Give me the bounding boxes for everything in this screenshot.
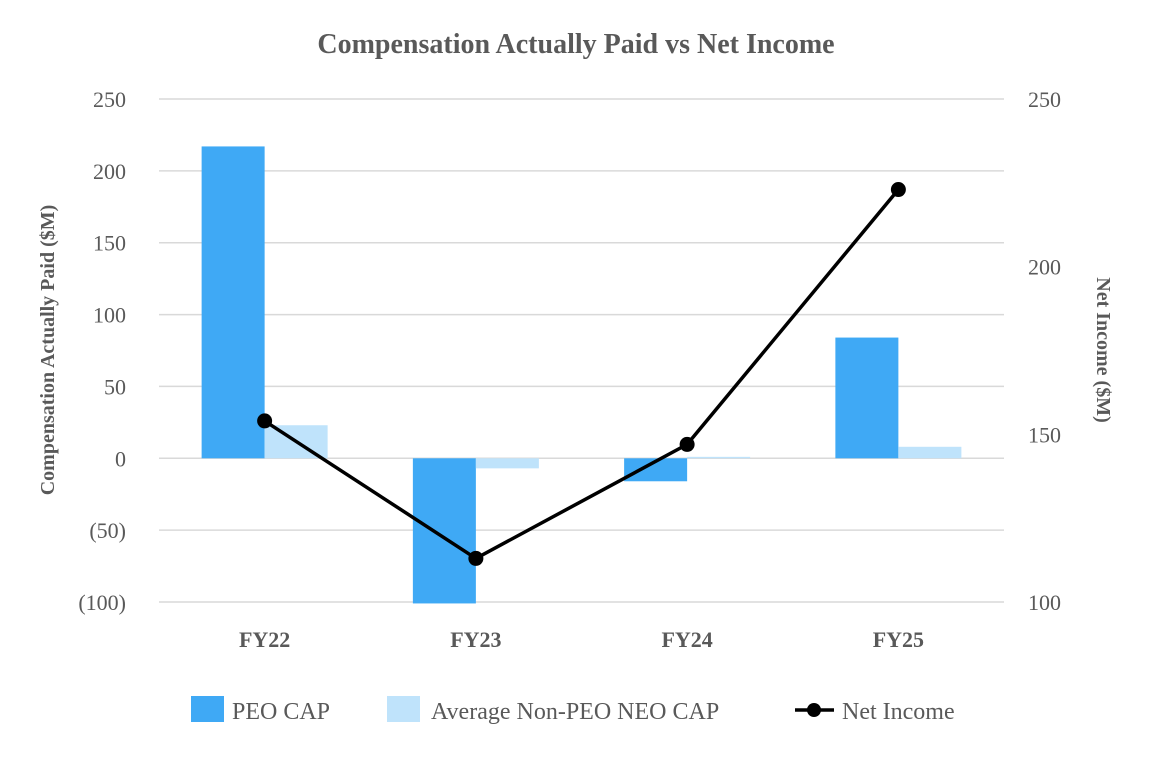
legend-swatch-peo-cap [191, 696, 224, 722]
right-tick-label: 200 [1028, 255, 1061, 280]
line-net-income [263, 188, 900, 561]
right-tick-label: 150 [1028, 422, 1061, 447]
bars [201, 146, 962, 604]
bar-peo-cap-fy23 [412, 458, 476, 604]
bar-peo-cap-fy25 [835, 337, 899, 459]
category-label: FY24 [661, 627, 712, 652]
bar-average-non-peo-neo-cap-fy25 [898, 446, 962, 459]
bar-average-non-peo-neo-cap-fy23 [475, 458, 539, 469]
left-tick-label: 50 [104, 374, 126, 399]
left-tick-label: 200 [93, 159, 126, 184]
point-net-income-fy22 [257, 413, 273, 429]
chart-title: Compensation Actually Paid vs Net Income [317, 29, 834, 60]
left-tick-label: 0 [115, 446, 126, 471]
legend-label-net-income: Net Income [842, 699, 955, 725]
left-tick-label: (100) [78, 590, 126, 615]
legend: PEO CAP Average Non-PEO NEO CAP Net Inco… [191, 696, 955, 725]
right-tick-label: 250 [1028, 87, 1061, 112]
left-tick-label: (50) [89, 518, 126, 543]
left-axis-ticks: 250 200 150 100 50 0 (50) (100) [78, 87, 126, 615]
left-tick-label: 250 [93, 87, 126, 112]
legend-swatch-average-non-peo-neo-cap [387, 696, 420, 722]
category-labels: FY22 FY23 FY24 FY25 [239, 627, 924, 652]
net-income-line-series [257, 182, 906, 566]
right-tick-label: 100 [1028, 590, 1061, 615]
bar-peo-cap-fy24 [624, 458, 688, 482]
legend-label-average-non-peo-neo-cap: Average Non-PEO NEO CAP [431, 699, 719, 725]
category-label: FY25 [873, 627, 924, 652]
point-net-income-fy25 [890, 182, 906, 198]
bar-peo-cap-fy22 [201, 146, 265, 459]
legend-marker-net-income [807, 703, 821, 717]
point-net-income-fy24 [679, 436, 695, 452]
left-axis-title: Compensation Actually Paid ($M) [37, 205, 59, 496]
category-label: FY22 [239, 627, 290, 652]
right-axis-ticks: 250 200 150 100 [1028, 87, 1061, 615]
right-axis-title: Net Income ($M) [1092, 277, 1114, 423]
left-tick-label: 150 [93, 231, 126, 256]
bar-average-non-peo-neo-cap-fy24 [687, 456, 751, 459]
legend-label-peo-cap: PEO CAP [232, 699, 330, 725]
point-net-income-fy23 [468, 550, 484, 566]
category-label: FY23 [450, 627, 501, 652]
left-tick-label: 100 [93, 303, 126, 328]
